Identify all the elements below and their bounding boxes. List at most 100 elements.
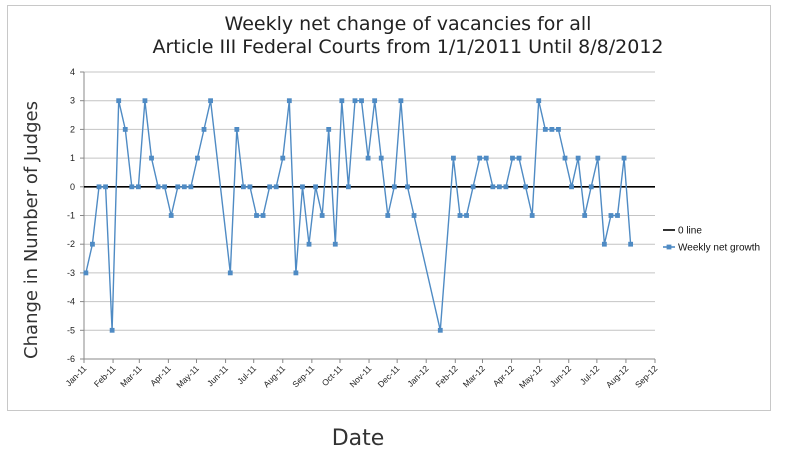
data-point: [339, 98, 345, 104]
data-point: [595, 155, 601, 161]
chart-title-line-1: Weekly net change of vacancies for all: [225, 13, 592, 35]
x-tick-label: Nov-11: [347, 363, 373, 389]
data-point: [201, 127, 207, 132]
x-tick-label: Sep-12: [633, 363, 660, 390]
x-tick-label: Jan-12: [405, 363, 431, 389]
y-tick-label: -5: [67, 325, 75, 335]
data-point: [90, 241, 95, 247]
data-point: [280, 155, 286, 161]
x-tick-label: Jan-11: [63, 363, 88, 388]
data-point: [477, 155, 483, 161]
y-tick-label: 3: [70, 96, 75, 106]
data-point: [556, 127, 561, 132]
data-point: [227, 270, 233, 276]
data-point: [536, 98, 542, 104]
data-point: [181, 184, 187, 190]
x-tick-label: Feb-12: [434, 363, 460, 389]
data-point: [326, 127, 332, 132]
data-point: [496, 184, 502, 190]
data-point: [562, 155, 568, 161]
data-point: [168, 213, 174, 218]
data-point: [293, 270, 299, 276]
legend-label-0-line: 0 line: [678, 226, 702, 237]
data-point: [378, 155, 384, 161]
y-tick-label: 1: [70, 153, 75, 163]
y-tick-label: -4: [67, 297, 75, 307]
data-point: [83, 270, 89, 276]
x-tick-label: Oct-11: [320, 363, 345, 388]
data-point: [464, 213, 469, 218]
data-point: [582, 213, 588, 218]
data-point: [503, 184, 509, 190]
data-point: [437, 327, 443, 333]
data-point: [549, 127, 555, 132]
data-point: [240, 184, 246, 190]
x-tick-label: Apr-11: [148, 363, 173, 388]
y-tick-label: 2: [70, 124, 75, 134]
data-point: [457, 213, 463, 218]
data-point: [306, 241, 312, 247]
data-point: [542, 127, 548, 132]
data-point: [129, 184, 135, 190]
data-point: [286, 98, 292, 104]
y-axis-label: Change in Number of Judges: [21, 101, 42, 359]
y-tick-label: -1: [67, 211, 75, 221]
data-point: [122, 127, 128, 132]
y-tick-label: -3: [67, 268, 75, 278]
x-tick-label: Jun-12: [548, 363, 574, 389]
data-point: [155, 184, 161, 190]
x-tick-label: Sep-11: [290, 363, 316, 389]
data-point: [372, 98, 378, 104]
data-point: [405, 184, 410, 190]
data-point: [254, 213, 259, 218]
x-tick-label: Feb-11: [92, 363, 118, 389]
data-point: [523, 184, 529, 190]
data-point: [313, 184, 318, 190]
data-point: [490, 184, 496, 190]
data-point: [332, 241, 338, 247]
x-tick-label: Jul-11: [235, 363, 258, 386]
data-point: [319, 213, 325, 218]
data-point: [411, 213, 417, 218]
x-tick-label: Jul-12: [578, 363, 602, 387]
data-point: [575, 155, 581, 161]
data-point: [300, 184, 305, 190]
y-tick-label: -2: [67, 239, 75, 249]
data-point: [451, 155, 456, 161]
data-point: [529, 213, 535, 218]
data-point: [483, 155, 489, 161]
data-point: [195, 155, 200, 161]
data-point: [208, 98, 213, 104]
y-tick-label: 4: [70, 67, 75, 77]
data-point: [621, 155, 627, 161]
data-point: [109, 327, 115, 333]
data-point: [346, 184, 351, 190]
data-point: [608, 213, 614, 218]
data-point: [96, 184, 102, 190]
series-layer: [83, 98, 655, 333]
data-point: [588, 184, 594, 190]
x-tick-label: May-12: [517, 363, 544, 390]
data-point: [175, 184, 181, 190]
data-point: [352, 98, 358, 104]
data-point: [385, 213, 391, 218]
data-point: [247, 184, 253, 190]
x-tick-label: Mar-11: [118, 363, 144, 389]
x-tick-label: Aug-11: [261, 363, 287, 389]
data-point: [116, 98, 122, 104]
data-point: [162, 184, 168, 190]
data-point: [188, 184, 194, 190]
y-tick-label: 0: [70, 182, 75, 192]
data-point: [359, 98, 364, 104]
data-point: [569, 184, 574, 190]
x-tick-label: Mar-12: [461, 363, 487, 389]
y-tick-label: -6: [67, 354, 75, 364]
legend-label-weekly-net-growth: Weekly net growth: [678, 243, 760, 254]
data-point: [149, 155, 154, 161]
data-point: [628, 241, 634, 247]
gridlines: [84, 71, 655, 360]
data-point: [267, 184, 273, 190]
data-point: [142, 98, 148, 104]
